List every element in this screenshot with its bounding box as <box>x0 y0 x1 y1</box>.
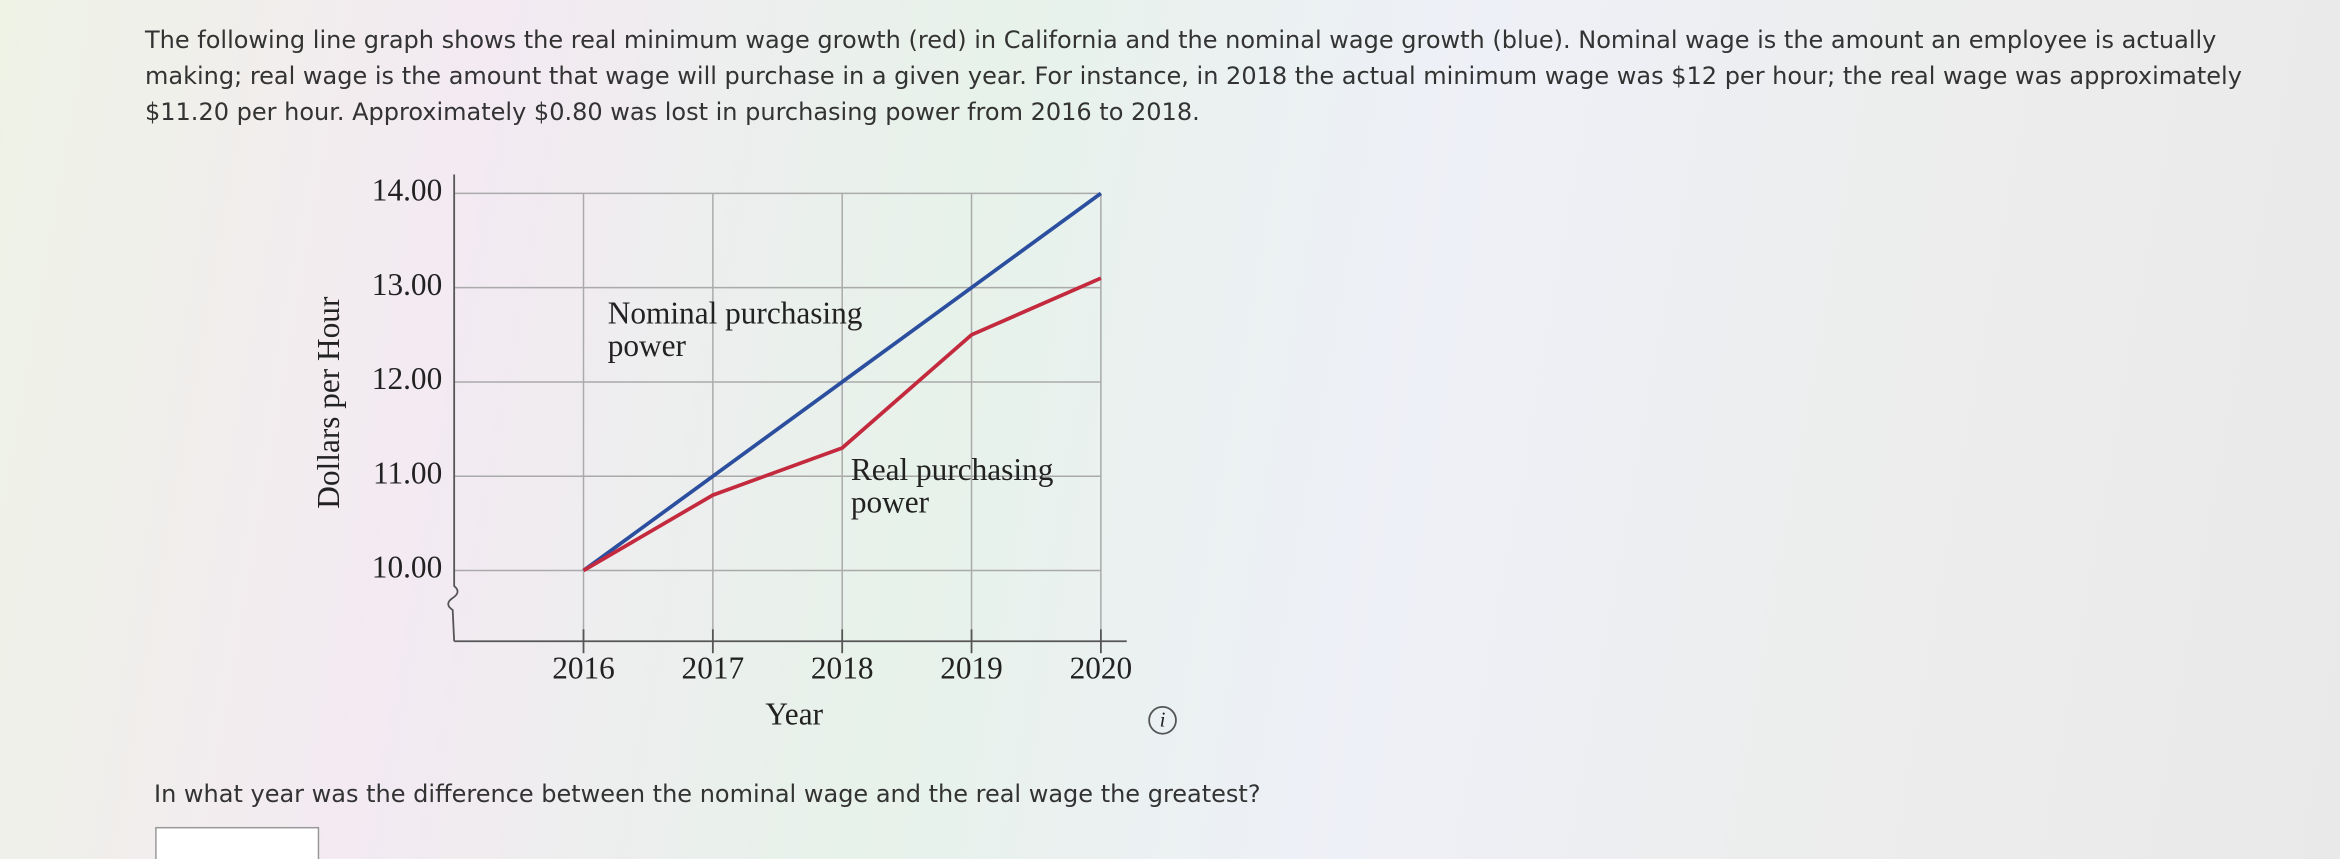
y-tick-label: 12.00 <box>372 361 442 396</box>
info-icon[interactable] <box>1148 705 1177 735</box>
y-axis-label: Dollars per Hour <box>311 296 346 509</box>
y-tick-label: 13.00 <box>372 267 442 302</box>
info-icon-text[interactable]: i <box>1160 708 1166 732</box>
annotation: power <box>851 485 930 520</box>
x-tick-label: 2020 <box>1070 650 1133 685</box>
x-tick-label: 2016 <box>552 650 615 685</box>
x-tick-label: 2019 <box>940 650 1003 685</box>
y-tick-label: 14.00 <box>372 173 442 208</box>
annotation: power <box>608 328 687 363</box>
intro-text: The following line graph shows the real … <box>145 26 2242 126</box>
series-line <box>582 191 1102 573</box>
y-tick-label: 11.00 <box>373 455 442 490</box>
x-tick-label: 2017 <box>682 650 745 685</box>
series-line <box>582 276 1102 573</box>
annotation: Nominal purchasing <box>608 295 863 330</box>
y-tick-label: 10.00 <box>372 550 442 585</box>
annotation: Real purchasing <box>851 452 1054 487</box>
x-axis-label: Year <box>765 697 823 732</box>
question-text: In what year was the difference between … <box>154 780 1261 808</box>
answer-option[interactable] <box>155 826 320 859</box>
x-tick-label: 2018 <box>811 650 874 685</box>
y-axis <box>447 174 459 642</box>
